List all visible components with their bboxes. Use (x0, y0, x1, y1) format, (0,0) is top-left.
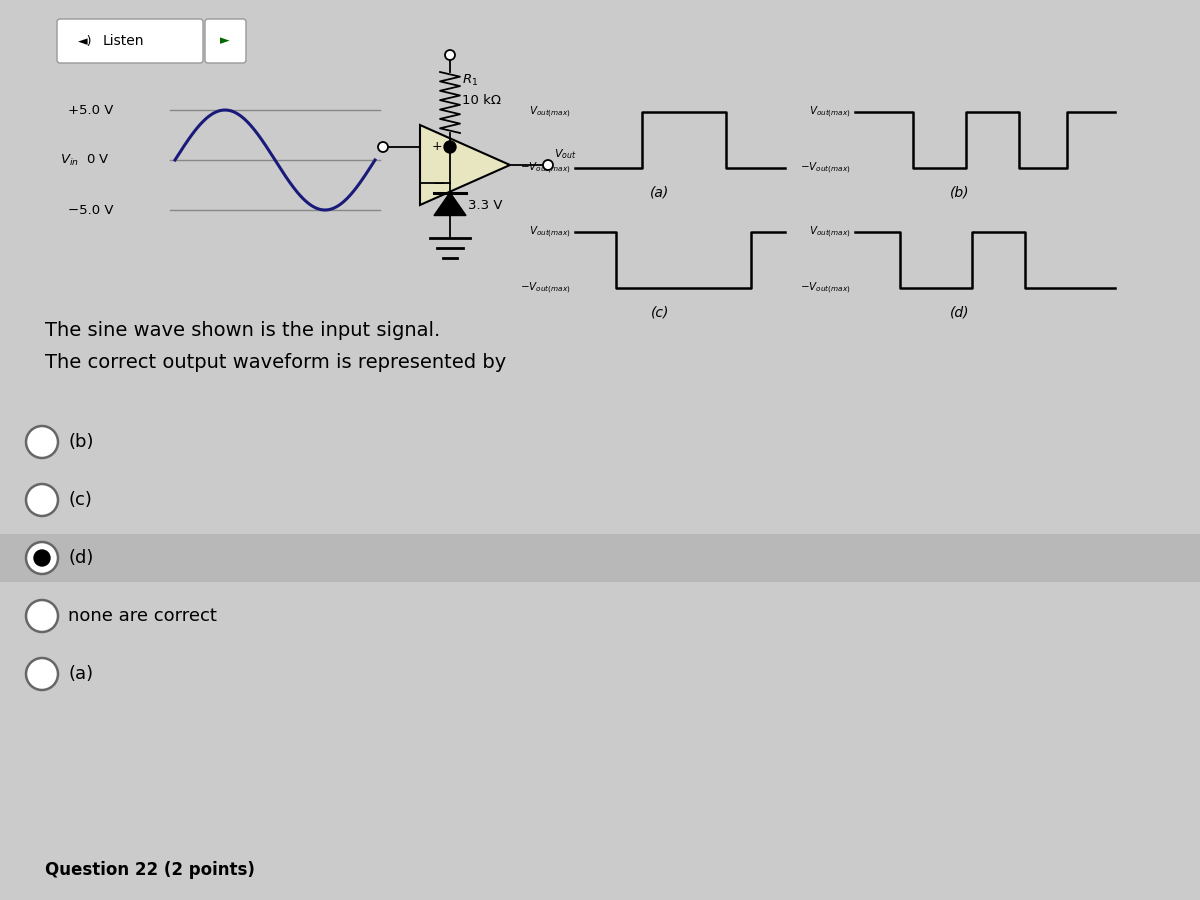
FancyBboxPatch shape (58, 19, 203, 63)
Polygon shape (434, 193, 466, 215)
Circle shape (542, 160, 553, 170)
Circle shape (26, 542, 58, 574)
Circle shape (34, 550, 50, 566)
Text: +: + (432, 140, 443, 154)
Text: $V_{out(max)}$: $V_{out(max)}$ (809, 224, 851, 239)
Circle shape (26, 658, 58, 690)
Circle shape (445, 50, 455, 60)
Polygon shape (420, 125, 510, 205)
Circle shape (26, 600, 58, 632)
Text: $V_{out(max)}$: $V_{out(max)}$ (809, 104, 851, 120)
Text: $R_1$: $R_1$ (462, 73, 479, 87)
Text: $-V_{out(max)}$: $-V_{out(max)}$ (800, 280, 851, 296)
Text: (a): (a) (650, 186, 670, 200)
Text: (c): (c) (650, 306, 670, 320)
Text: The sine wave shown is the input signal.: The sine wave shown is the input signal. (46, 320, 440, 339)
Text: +5.0 V: +5.0 V (68, 104, 113, 116)
Text: (d): (d) (68, 549, 94, 567)
Circle shape (378, 142, 388, 152)
Text: $V_{out(max)}$: $V_{out(max)}$ (529, 104, 571, 120)
Circle shape (26, 484, 58, 516)
Text: −: − (432, 176, 445, 191)
FancyBboxPatch shape (0, 534, 1200, 582)
Text: −5.0 V: −5.0 V (68, 203, 114, 217)
Text: ►: ► (220, 34, 230, 48)
Circle shape (26, 426, 58, 458)
Text: (b): (b) (68, 433, 94, 451)
Text: ◄): ◄) (78, 34, 92, 48)
Text: $-V_{out(max)}$: $-V_{out(max)}$ (800, 160, 851, 176)
Text: $-V_{out(max)}$: $-V_{out(max)}$ (521, 280, 571, 296)
Text: The correct output waveform is represented by: The correct output waveform is represent… (46, 354, 506, 373)
Text: (a): (a) (68, 665, 94, 683)
Text: none are correct: none are correct (68, 607, 217, 625)
Text: (c): (c) (68, 491, 92, 509)
Text: $-V_{out(max)}$: $-V_{out(max)}$ (521, 160, 571, 176)
Text: 3.3 V: 3.3 V (468, 199, 503, 212)
Circle shape (444, 141, 456, 153)
Text: Question 22 (2 points): Question 22 (2 points) (46, 861, 254, 879)
Text: 10 kΩ: 10 kΩ (462, 94, 502, 106)
Text: (b): (b) (950, 186, 970, 200)
Text: $V_{in}$  0 V: $V_{in}$ 0 V (60, 152, 110, 167)
Text: Listen: Listen (103, 34, 144, 48)
Text: (d): (d) (950, 306, 970, 320)
Text: $V_{out}$: $V_{out}$ (554, 148, 576, 161)
FancyBboxPatch shape (205, 19, 246, 63)
Text: $V_{out(max)}$: $V_{out(max)}$ (529, 224, 571, 239)
